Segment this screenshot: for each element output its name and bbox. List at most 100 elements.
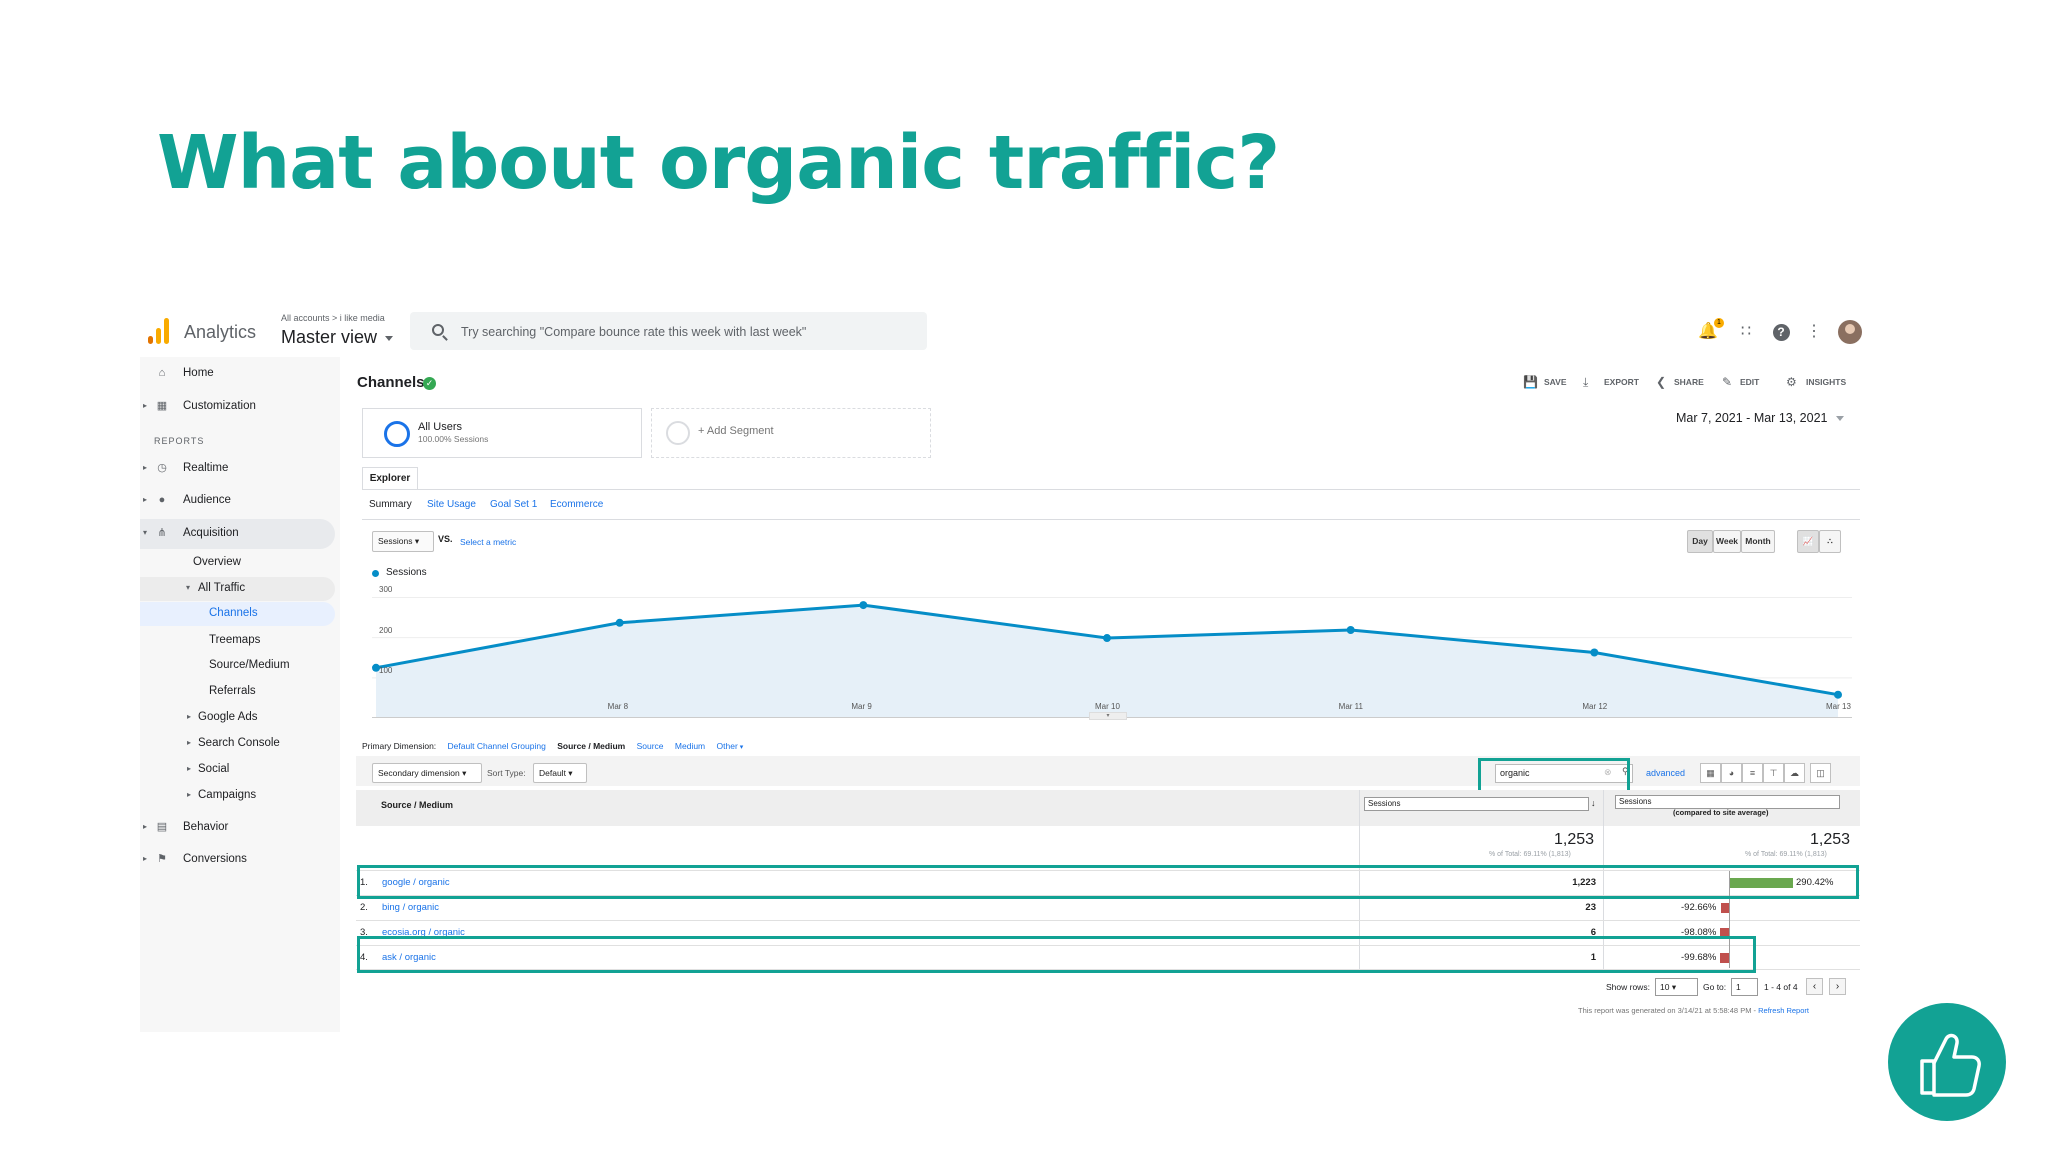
thumbs-up-button[interactable]	[1888, 1003, 2006, 1121]
share-icon[interactable]: ❮	[1656, 375, 1667, 389]
rows-select[interactable]: 10 ▾	[1655, 978, 1698, 996]
export-icon[interactable]: ⤓	[1583, 375, 1589, 389]
sidebar-item-home[interactable]: Home	[183, 367, 214, 379]
view-selector[interactable]: Master view	[281, 327, 378, 347]
select-metric-link[interactable]: Select a metric	[460, 537, 517, 547]
line-chart-icon[interactable]: 📈	[1797, 530, 1819, 553]
sidebar-item-channels[interactable]: Channels	[209, 607, 258, 619]
dimension-other[interactable]: Other	[716, 741, 738, 751]
compare-column-select[interactable]: Sessions	[1615, 795, 1840, 809]
insights-button[interactable]: INSIGHTS	[1806, 377, 1847, 387]
advanced-filter-link[interactable]: advanced	[1646, 768, 1686, 778]
chevron-right-icon[interactable]: ▸	[187, 764, 192, 773]
table-row[interactable]: 2. bing / organic 23 -92.66%	[356, 895, 1860, 920]
sidebar-item-referrals[interactable]: Referrals	[209, 685, 256, 697]
subtab-site-usage[interactable]: Site Usage	[427, 499, 476, 510]
sort-type-select[interactable]: Default ▾	[533, 763, 587, 783]
goto-input[interactable]: 1	[1731, 978, 1758, 996]
sidebar-item-social[interactable]: Social	[198, 763, 230, 775]
table-view-icon[interactable]: ▦	[1700, 763, 1721, 783]
sidebar-item-google-ads[interactable]: Google Ads	[198, 711, 258, 723]
sidebar-item-behavior[interactable]: Behavior	[183, 821, 229, 833]
chevron-down-icon[interactable]: ▾	[186, 583, 191, 592]
day-button[interactable]: Day	[1687, 530, 1713, 553]
save-icon[interactable]: 💾	[1523, 375, 1538, 389]
motion-chart-icon[interactable]: ∴	[1819, 530, 1841, 553]
sidebar-item-source-medium[interactable]: Source/Medium	[209, 659, 290, 671]
chevron-right-icon[interactable]: ▸	[187, 790, 192, 799]
row-source-link[interactable]: bing / organic	[382, 902, 440, 913]
chevron-right-icon[interactable]: ▸	[143, 854, 148, 863]
dimension-source-medium[interactable]: Source / Medium	[557, 741, 626, 751]
subtab-summary[interactable]: Summary	[369, 499, 412, 510]
row-source-link[interactable]: ecosia.org / organic	[382, 927, 465, 938]
sidebar-item-realtime[interactable]: Realtime	[183, 462, 229, 474]
row-source-link[interactable]: google / organic	[382, 877, 450, 888]
sidebar-item-treemaps[interactable]: Treemaps	[209, 634, 261, 646]
secondary-dimension-select[interactable]: Secondary dimension ▾	[372, 763, 482, 783]
sidebar-item-conversions[interactable]: Conversions	[183, 853, 247, 865]
avatar[interactable]	[1838, 320, 1862, 344]
bell-icon[interactable]: 🔔	[1698, 323, 1718, 340]
dimension-default-channel[interactable]: Default Channel Grouping	[447, 741, 546, 751]
month-button[interactable]: Month	[1741, 530, 1775, 553]
tab-explorer[interactable]: Explorer	[362, 467, 418, 489]
comparison-view-icon[interactable]: ⊤	[1763, 763, 1784, 783]
export-button[interactable]: EXPORT	[1604, 377, 1639, 387]
chart-expander[interactable]: ▾	[1089, 712, 1127, 720]
save-button[interactable]: SAVE	[1544, 377, 1567, 387]
metric-select[interactable]: Sessions ▾	[372, 531, 434, 552]
help-icon[interactable]: ?	[1771, 322, 1791, 342]
pivot-view-icon[interactable]: ◫	[1810, 763, 1831, 783]
sort-arrow-icon[interactable]: ↓	[1591, 798, 1596, 808]
chevron-right-icon[interactable]: ▸	[187, 738, 192, 747]
sidebar-item-overview[interactable]: Overview	[193, 556, 241, 568]
subtab-ecommerce[interactable]: Ecommerce	[550, 499, 604, 510]
share-button[interactable]: SHARE	[1674, 377, 1704, 387]
table-row[interactable]: 1. google / organic 1,223 290.42%	[356, 870, 1860, 895]
subtab-goal-set[interactable]: Goal Set 1	[490, 499, 538, 510]
filter-input[interactable]: organic	[1495, 764, 1633, 783]
breadcrumb[interactable]: All accounts > i like media	[281, 313, 385, 323]
edit-button[interactable]: EDIT	[1740, 377, 1760, 387]
next-page-button[interactable]: ›	[1829, 978, 1846, 995]
dimension-source[interactable]: Source	[636, 741, 664, 751]
prev-page-button[interactable]: ‹	[1806, 978, 1823, 995]
apps-grid-icon[interactable]: ∷	[1740, 323, 1752, 340]
performance-view-icon[interactable]: ≡	[1742, 763, 1763, 783]
chevron-down-icon[interactable]: ▾	[739, 744, 744, 751]
sessions-column-select[interactable]: Sessions	[1364, 797, 1589, 811]
clear-icon[interactable]: ⊗	[1604, 767, 1612, 777]
chevron-down-icon[interactable]: ▾	[143, 528, 148, 537]
chevron-right-icon[interactable]: ▸	[143, 822, 148, 831]
add-segment-button[interactable]	[651, 408, 931, 458]
chevron-down-icon[interactable]	[385, 336, 393, 341]
row-source-link[interactable]: ask / organic	[382, 952, 436, 963]
sidebar-item-search-console[interactable]: Search Console	[198, 737, 280, 749]
dimension-medium[interactable]: Medium	[674, 741, 706, 751]
analytics-logo-icon[interactable]	[148, 318, 170, 344]
insights-icon[interactable]: ⚙	[1786, 375, 1797, 389]
column-header-source-medium[interactable]: Source / Medium	[381, 800, 454, 810]
sidebar-item-customization[interactable]: Customization	[183, 400, 256, 412]
chevron-down-icon[interactable]	[1836, 416, 1844, 421]
chevron-right-icon[interactable]: ▸	[143, 463, 148, 472]
more-vert-icon[interactable]: ⋮	[1806, 323, 1822, 340]
search-icon[interactable]: ⚲	[1622, 766, 1629, 776]
chevron-right-icon[interactable]: ▸	[143, 495, 148, 504]
date-range-picker[interactable]: Mar 7, 2021 - Mar 13, 2021	[1676, 411, 1828, 425]
add-segment-label[interactable]: + Add Segment	[698, 425, 774, 437]
refresh-report-link[interactable]: Refresh Report	[1758, 1006, 1809, 1015]
week-button[interactable]: Week	[1713, 530, 1741, 553]
table-row[interactable]: 4. ask / organic 1 -99.68%	[356, 945, 1860, 970]
table-row[interactable]: 3. ecosia.org / organic 6 -98.08%	[356, 920, 1860, 945]
search-box[interactable]	[410, 312, 927, 350]
sidebar-item-campaigns[interactable]: Campaigns	[198, 789, 257, 801]
sidebar-item-acquisition[interactable]: Acquisition	[183, 527, 239, 539]
chevron-right-icon[interactable]: ▸	[143, 401, 148, 410]
chevron-right-icon[interactable]: ▸	[187, 712, 192, 721]
term-cloud-icon[interactable]: ☁	[1784, 763, 1805, 783]
sidebar-item-audience[interactable]: Audience	[183, 494, 231, 506]
pie-view-icon[interactable]: ◕	[1721, 763, 1742, 783]
edit-icon[interactable]: ✎	[1722, 375, 1733, 389]
